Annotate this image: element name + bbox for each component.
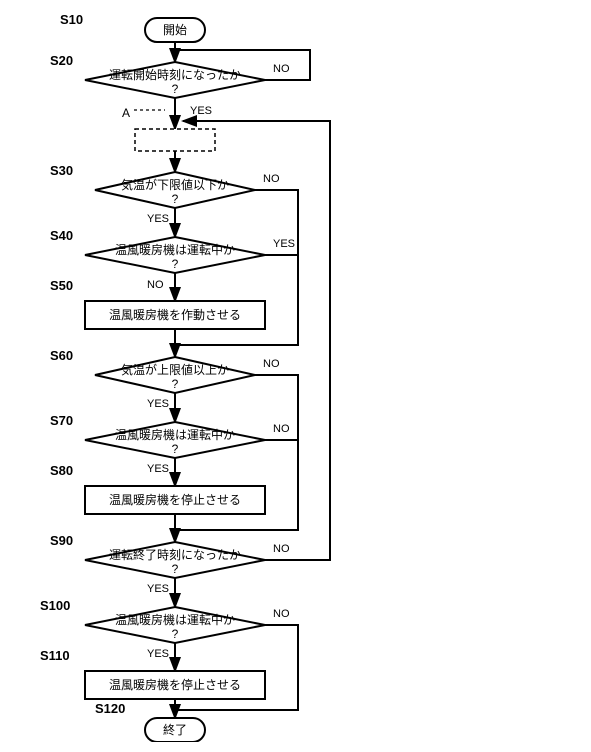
svg-text:NO: NO — [263, 173, 280, 185]
svg-text:?: ? — [172, 257, 179, 271]
svg-text:運転開始時刻になったか: 運転開始時刻になったか — [109, 68, 241, 82]
node-start: S10 開始 — [60, 12, 205, 42]
svg-text:YES: YES — [147, 648, 169, 660]
svg-text:YES: YES — [190, 105, 212, 117]
svg-text:温風暖房機を停止させる: 温風暖房機を停止させる — [109, 677, 241, 692]
node-dashA — [135, 129, 215, 151]
svg-text:S40: S40 — [50, 228, 73, 243]
svg-text:YES: YES — [147, 463, 169, 475]
svg-text:?: ? — [172, 627, 179, 641]
node-end: S120 終了 — [95, 701, 205, 742]
svg-text:NO: NO — [273, 63, 290, 75]
svg-text:NO: NO — [147, 279, 164, 291]
node-d90: S90 運転終了時刻になったか? — [50, 533, 265, 578]
node-d20: S20 運転開始時刻になったか? — [50, 53, 265, 98]
svg-text:気温が上限値以上か: 気温が上限値以上か — [121, 362, 229, 377]
node-d100: S100 温風暖房機は運転中か? — [40, 598, 265, 643]
svg-text:開始: 開始 — [163, 23, 187, 37]
node-d60: S60 気温が上限値以上か? — [50, 348, 255, 393]
node-d30: S30 気温が下限値以下か? — [50, 163, 255, 208]
svg-text:温風暖房機は運転中か: 温風暖房機は運転中か — [115, 612, 235, 627]
svg-text:S120: S120 — [95, 701, 125, 716]
svg-text:S20: S20 — [50, 53, 73, 68]
svg-text:?: ? — [172, 562, 179, 576]
svg-text:温風暖房機は運転中か: 温風暖房機は運転中か — [115, 427, 235, 442]
svg-text:YES: YES — [147, 398, 169, 410]
node-d40: S40 温風暖房機は運転中か? — [50, 228, 265, 273]
svg-text:NO: NO — [263, 358, 280, 370]
svg-text:A: A — [122, 106, 130, 120]
svg-text:S30: S30 — [50, 163, 73, 178]
svg-text:温風暖房機は運転中か: 温風暖房機は運転中か — [115, 242, 235, 257]
svg-text:YES: YES — [147, 213, 169, 225]
svg-text:?: ? — [172, 442, 179, 456]
svg-text:NO: NO — [273, 423, 290, 435]
svg-text:S90: S90 — [50, 533, 73, 548]
svg-text:NO: NO — [273, 543, 290, 555]
flowchart-svg: YES YES NO YES YES YES YES NO NO YES NO NO NO NO S10 開始… — [10, 10, 591, 742]
svg-text:S80: S80 — [50, 463, 73, 478]
svg-text:S100: S100 — [40, 598, 70, 613]
svg-text:?: ? — [172, 82, 179, 96]
svg-text:気温が下限値以下か: 気温が下限値以下か — [121, 177, 229, 192]
svg-text:S70: S70 — [50, 413, 73, 428]
svg-text:S10: S10 — [60, 12, 83, 27]
svg-text:温風暖房機を停止させる: 温風暖房機を停止させる — [109, 492, 241, 507]
svg-text:温風暖房機を作動させる: 温風暖房機を作動させる — [109, 307, 241, 322]
svg-text:S50: S50 — [50, 278, 73, 293]
svg-text:YES: YES — [273, 238, 295, 250]
svg-text:終了: 終了 — [163, 722, 187, 737]
svg-text:?: ? — [172, 377, 179, 391]
svg-text:?: ? — [172, 192, 179, 206]
svg-text:運転終了時刻になったか: 運転終了時刻になったか — [109, 547, 241, 562]
node-d70: S70 温風暖房機は運転中か? — [50, 413, 265, 458]
svg-text:S60: S60 — [50, 348, 73, 363]
svg-text:S110: S110 — [40, 648, 70, 663]
svg-text:YES: YES — [147, 583, 169, 595]
svg-text:NO: NO — [273, 608, 290, 620]
